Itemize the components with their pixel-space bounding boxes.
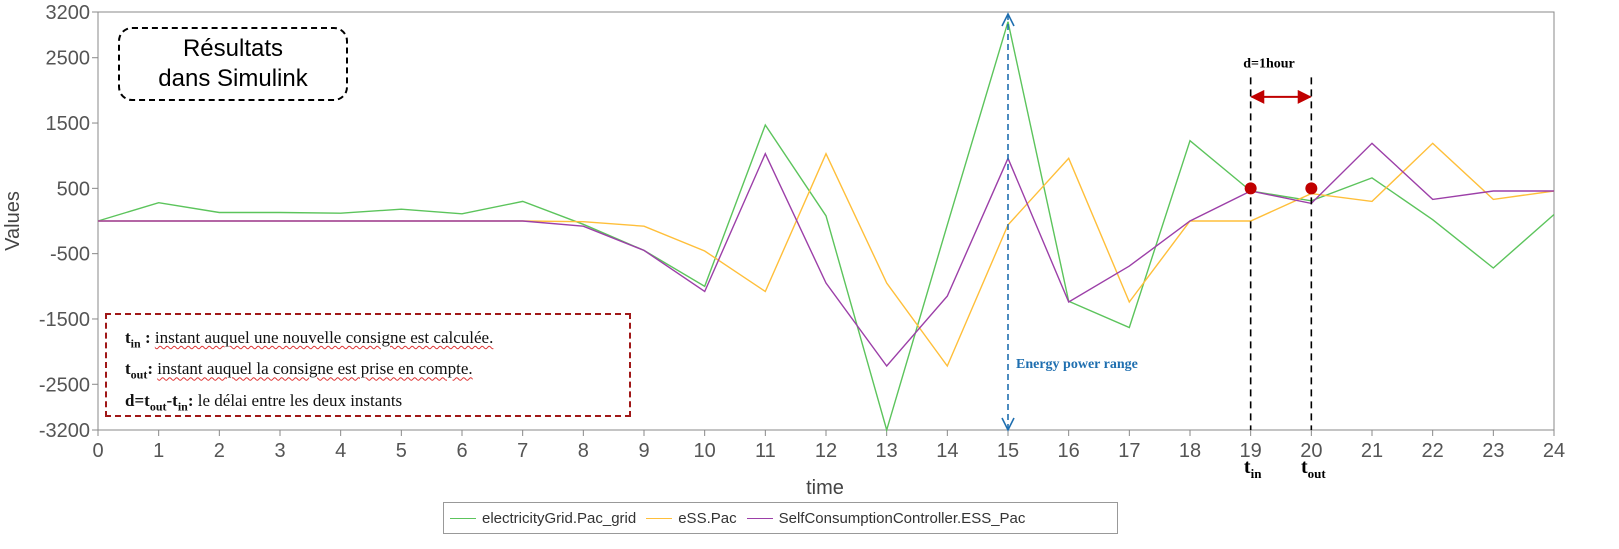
delay-label: d=1hour bbox=[1243, 57, 1295, 72]
y-axis-ticks: 3200 2500 1500 500 -500 -1500 -2500 -3200 bbox=[39, 2, 98, 442]
x-tick-label: 15 bbox=[997, 440, 1019, 462]
x-tick-label: 1 bbox=[153, 440, 164, 462]
y-tick-label: 500 bbox=[57, 178, 90, 200]
x-axis-ticks: 0 1 2 3 4 5 6 7 8 9 10 11 12 13 14 15 16 17 18 19 20 21 22 23 24 bbox=[92, 430, 1565, 462]
x-tick-label: 8 bbox=[578, 440, 589, 462]
results-box: Résultats dans Simulink bbox=[118, 27, 348, 101]
x-axis-title: time bbox=[806, 477, 844, 499]
y-tick-label: -500 bbox=[50, 244, 90, 266]
x-tick-label: 12 bbox=[815, 440, 837, 462]
t-in-marker bbox=[1244, 182, 1257, 195]
x-tick-label: 24 bbox=[1543, 440, 1565, 462]
legend: electricityGrid.Pac_grid eSS.Pac SelfCon… bbox=[443, 502, 1118, 534]
definitions-box: tin : instant auquel une nouvelle consig… bbox=[105, 313, 631, 417]
results-box-line-2: dans Simulink bbox=[158, 65, 308, 92]
y-tick-label: 1500 bbox=[46, 113, 91, 135]
x-tick-label: 22 bbox=[1422, 440, 1444, 462]
t-out-label: tout bbox=[1301, 456, 1326, 481]
x-tick-label: 16 bbox=[1058, 440, 1080, 462]
x-tick-label: 17 bbox=[1118, 440, 1140, 462]
t-in-label: tin bbox=[1244, 456, 1262, 481]
legend-item-grid[interactable]: electricityGrid.Pac_grid bbox=[450, 510, 636, 527]
y-tick-label: 3200 bbox=[46, 2, 91, 24]
energy-range-arrowhead-top bbox=[1001, 12, 1015, 27]
x-tick-label: 18 bbox=[1179, 440, 1201, 462]
y-tick-label: -1500 bbox=[39, 309, 90, 331]
x-tick-label: 21 bbox=[1361, 440, 1383, 462]
x-tick-label: 20 bbox=[1300, 440, 1322, 462]
t-out-marker bbox=[1305, 182, 1318, 195]
y-tick-label: -2500 bbox=[39, 374, 90, 396]
y-axis-title: Values bbox=[2, 191, 24, 251]
energy-range-label: Energy power range bbox=[1016, 357, 1138, 372]
x-tick-label: 5 bbox=[396, 440, 407, 462]
x-tick-label: 13 bbox=[876, 440, 898, 462]
x-tick-label: 14 bbox=[936, 440, 958, 462]
legend-swatch bbox=[646, 517, 673, 519]
definition-delay: d=tout-tin: le délai entre les deux inst… bbox=[125, 390, 403, 414]
x-tick-label: 11 bbox=[755, 440, 776, 462]
x-tick-label: 3 bbox=[274, 440, 285, 462]
definition-t-out: tout: instant auquel la consigne est pri… bbox=[125, 359, 473, 382]
definition-t-in: tin : instant auquel une nouvelle consig… bbox=[125, 328, 494, 351]
x-tick-label: 10 bbox=[694, 440, 716, 462]
y-tick-label: 2500 bbox=[46, 48, 91, 70]
x-tick-label: 4 bbox=[335, 440, 346, 462]
legend-label: electricityGrid.Pac_grid bbox=[482, 509, 637, 527]
x-tick-label: 0 bbox=[92, 440, 103, 462]
energy-range-arrowhead-bottom bbox=[1001, 417, 1015, 432]
legend-label: eSS.Pac bbox=[678, 509, 737, 527]
x-tick-label: 19 bbox=[1240, 440, 1262, 462]
x-tick-label: 9 bbox=[638, 440, 649, 462]
x-tick-label: 6 bbox=[456, 440, 467, 462]
x-tick-label: 7 bbox=[517, 440, 528, 462]
legend-swatch bbox=[746, 517, 773, 519]
x-tick-label: 23 bbox=[1482, 440, 1504, 462]
legend-label: SelfConsumptionController.ESS_Pac bbox=[778, 509, 1026, 527]
results-box-line-1: Résultats bbox=[182, 35, 284, 62]
legend-swatch bbox=[450, 517, 476, 519]
legend-item-ess[interactable]: eSS.Pac bbox=[646, 509, 737, 527]
legend-item-controller[interactable]: SelfConsumptionController.ESS_Pac bbox=[746, 509, 1026, 527]
x-tick-label: 2 bbox=[214, 440, 225, 462]
y-tick-label: -3200 bbox=[39, 420, 90, 442]
